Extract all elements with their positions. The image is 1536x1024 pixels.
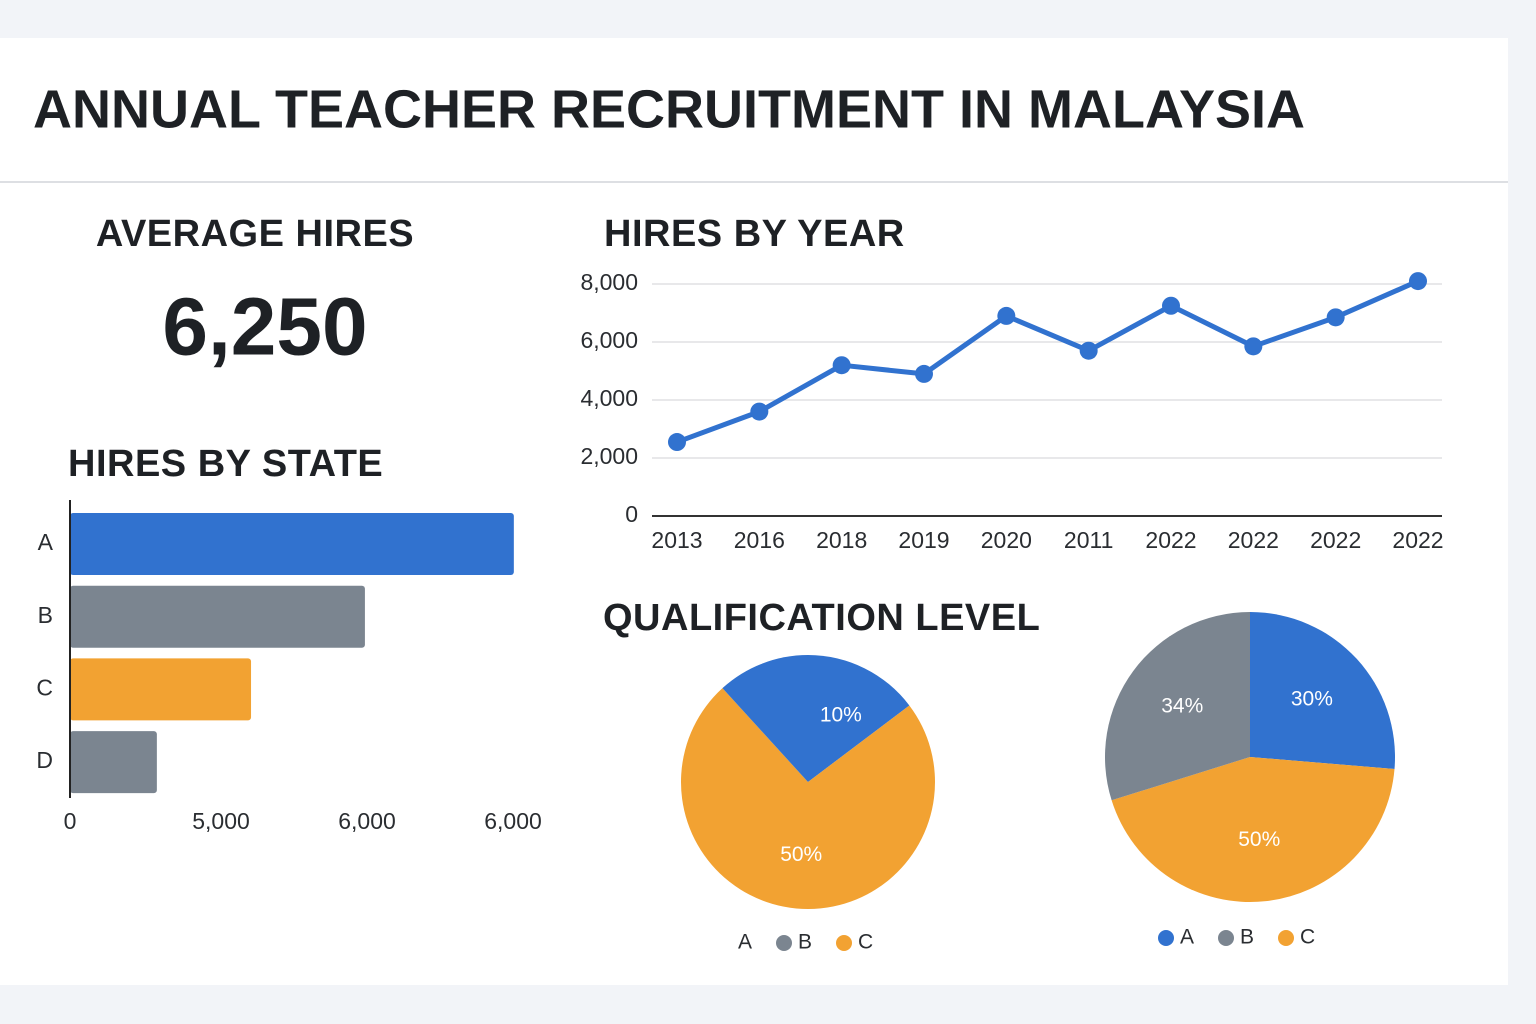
point xyxy=(1326,308,1345,327)
slice-label: 50% xyxy=(780,843,822,866)
x-tick-label: 2022 xyxy=(1392,527,1443,553)
chart-title: HIRES BY STATE xyxy=(68,443,383,485)
point xyxy=(750,402,769,421)
y-tick-label: 6,000 xyxy=(580,327,638,353)
bar xyxy=(70,658,252,721)
point xyxy=(832,356,851,375)
point xyxy=(668,433,686,452)
y-tick-label: 8,000 xyxy=(580,269,638,295)
y-tick-label: 2,000 xyxy=(580,443,638,469)
chart-title: HIRES BY YEAR xyxy=(604,213,905,255)
bar xyxy=(70,513,514,575)
x-tick-label: 2011 xyxy=(1064,527,1113,553)
x-tick-label: 2022 xyxy=(1310,527,1361,553)
y-tick-label: D xyxy=(36,747,53,773)
x-tick-label: 0 xyxy=(64,808,77,834)
x-tick-label: 2016 xyxy=(734,527,785,553)
legend-swatch xyxy=(1218,930,1234,946)
pie-slice xyxy=(1105,612,1250,801)
y-tick-label: C xyxy=(36,674,53,700)
point xyxy=(1079,341,1098,360)
y-tick-label: 0 xyxy=(625,501,638,527)
legend-swatch xyxy=(1278,930,1294,946)
x-tick-label: 6,000 xyxy=(338,808,396,834)
point xyxy=(1244,337,1263,356)
point xyxy=(997,306,1016,325)
slice-label: 10% xyxy=(820,704,862,727)
bar xyxy=(70,731,157,794)
y-tick-label: A xyxy=(38,529,54,555)
legend-label: C xyxy=(858,931,873,954)
pie-slice xyxy=(1111,757,1395,902)
legend-label: B xyxy=(1240,926,1254,949)
pie-slice xyxy=(680,688,935,909)
x-tick-label: 2013 xyxy=(651,527,702,553)
legend-swatch xyxy=(1158,930,1174,946)
pie-slice xyxy=(808,655,910,782)
x-tick-label: 2020 xyxy=(981,527,1032,553)
legend-label: B xyxy=(798,931,812,954)
legend-swatch xyxy=(776,935,792,951)
x-tick-label: 2019 xyxy=(898,527,949,553)
point xyxy=(1409,272,1427,291)
point xyxy=(915,364,933,383)
legend-label: C xyxy=(1300,926,1315,949)
pie-slice xyxy=(722,655,808,782)
slice-label: 30% xyxy=(1291,688,1333,711)
x-tick-label: 2018 xyxy=(816,527,867,553)
legend-swatch xyxy=(836,935,852,951)
line xyxy=(676,278,1420,445)
kpi-label: AVERAGE HIRES xyxy=(96,213,414,255)
kpi-value: 6,250 xyxy=(162,282,367,373)
bar xyxy=(70,585,365,648)
x-tick-label: 6,000 xyxy=(484,808,542,834)
pie-slice xyxy=(1250,612,1395,769)
slice-label: 50% xyxy=(1238,828,1280,851)
legend-label: A xyxy=(738,931,752,954)
y-tick-label: 4,000 xyxy=(580,385,638,411)
x-tick-label: 2022 xyxy=(1145,527,1196,553)
slice-label: 34% xyxy=(1161,695,1203,718)
y-tick-label: B xyxy=(38,602,53,628)
x-tick-label: 5,000 xyxy=(192,808,250,834)
legend-label: A xyxy=(1180,926,1194,949)
point xyxy=(1162,296,1180,315)
page-title: ANNUAL TEACHER RECRUITMENT IN MALAYSIA xyxy=(33,79,1305,139)
chart-title: QUALIFICATION LEVEL xyxy=(603,597,1040,639)
x-tick-label: 2022 xyxy=(1228,527,1279,553)
